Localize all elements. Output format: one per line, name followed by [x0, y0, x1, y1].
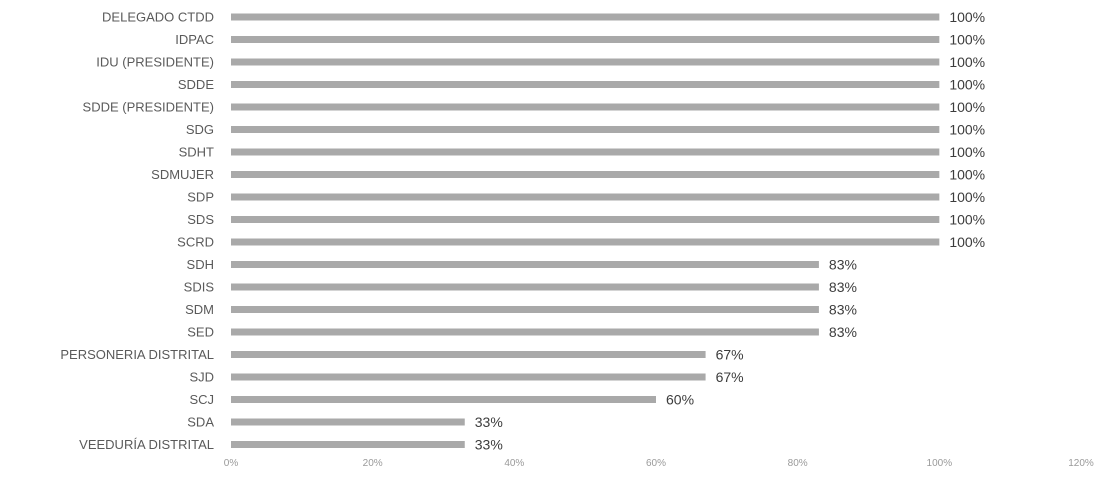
bar [231, 81, 940, 88]
x-tick-label: 60% [646, 458, 666, 469]
category-label: SCRD [177, 235, 214, 250]
category-label: SJD [189, 370, 214, 385]
bar [231, 193, 940, 201]
category-label: SDP [187, 190, 214, 205]
category-label: SDG [186, 122, 214, 137]
bar [231, 148, 940, 156]
bar [231, 238, 940, 246]
data-label: 83% [829, 279, 857, 295]
category-label: SED [187, 325, 214, 340]
category-label: IDU (PRESIDENTE) [96, 55, 214, 70]
category-label: SDMUJER [151, 167, 214, 182]
bar [231, 441, 465, 448]
bar [231, 396, 656, 403]
data-label: 67% [716, 369, 744, 385]
bar [231, 283, 819, 291]
category-label: SDM [185, 302, 214, 317]
data-label: 60% [666, 392, 694, 408]
data-label: 33% [475, 437, 503, 453]
category-label: SDS [187, 212, 214, 227]
bar [231, 171, 940, 178]
bar [231, 216, 940, 223]
data-label: 100% [949, 234, 985, 250]
data-label: 100% [949, 144, 985, 160]
category-label: SDHT [179, 145, 214, 160]
category-label: SDDE [178, 77, 214, 92]
bar [231, 418, 465, 426]
data-label: 100% [949, 77, 985, 93]
data-label: 83% [829, 324, 857, 340]
bar [231, 36, 940, 43]
data-label: 100% [949, 99, 985, 115]
bar [231, 328, 819, 336]
category-label: SCJ [189, 392, 214, 407]
bar [231, 373, 706, 381]
category-label: PERSONERIA DISTRITAL [60, 347, 214, 362]
x-tick-label: 120% [1068, 458, 1094, 469]
bar [231, 13, 940, 21]
category-label: SDIS [184, 280, 215, 295]
data-label: 33% [475, 414, 503, 430]
category-label: SDA [187, 415, 214, 430]
bar [231, 58, 940, 66]
bar [231, 261, 819, 268]
bar [231, 306, 819, 313]
data-label: 100% [949, 9, 985, 25]
data-label: 100% [949, 54, 985, 70]
data-label: 67% [716, 347, 744, 363]
x-tick-label: 80% [788, 458, 808, 469]
data-label: 83% [829, 257, 857, 273]
data-label: 100% [949, 189, 985, 205]
category-label: IDPAC [175, 32, 214, 47]
x-tick-label: 40% [504, 458, 524, 469]
bar [231, 103, 940, 111]
category-label: VEEDURÍA DISTRITAL [79, 437, 214, 452]
category-label: DELEGADO CTDD [102, 10, 214, 25]
x-tick-label: 20% [363, 458, 383, 469]
data-label: 100% [949, 212, 985, 228]
data-label: 100% [949, 122, 985, 138]
bar [231, 351, 706, 358]
bar [231, 126, 940, 133]
category-label: SDH [187, 257, 214, 272]
x-tick-label: 0% [224, 458, 239, 469]
category-label: SDDE (PRESIDENTE) [83, 100, 214, 115]
data-label: 100% [949, 167, 985, 183]
x-tick-label: 100% [927, 458, 953, 469]
data-label: 100% [949, 32, 985, 48]
data-label: 83% [829, 302, 857, 318]
